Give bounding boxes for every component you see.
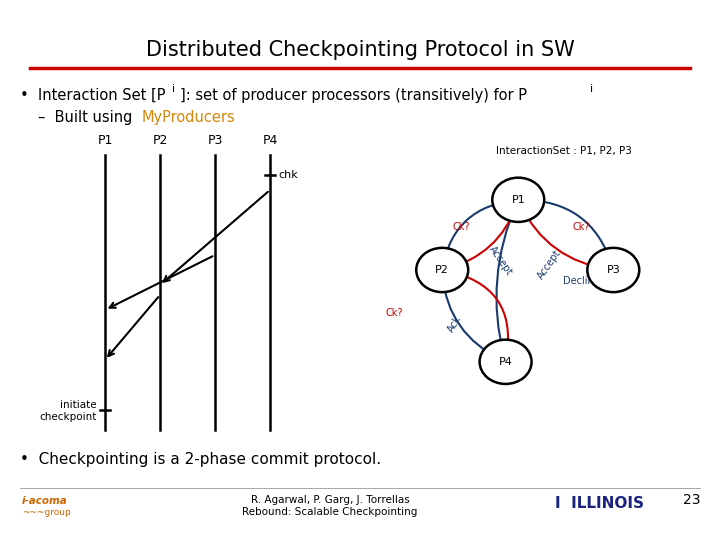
FancyArrowPatch shape [445, 205, 518, 269]
Text: InteractionSet : P1, P2, P3: InteractionSet : P1, P2, P3 [496, 146, 632, 156]
Text: MyProducers: MyProducers [142, 110, 235, 125]
Text: i-acoma: i-acoma [22, 496, 68, 506]
Text: Ck?: Ck? [573, 222, 590, 232]
Text: P3: P3 [207, 134, 222, 147]
Circle shape [588, 248, 639, 292]
Text: 23: 23 [683, 493, 700, 507]
Text: ~~~group: ~~~group [22, 508, 71, 517]
Text: P2: P2 [436, 265, 449, 275]
Text: R. Agarwal, P. Garg, J. Torrellas: R. Agarwal, P. Garg, J. Torrellas [251, 495, 410, 505]
Circle shape [492, 178, 544, 222]
Circle shape [416, 248, 468, 292]
Text: Accept: Accept [536, 248, 563, 281]
FancyArrowPatch shape [441, 200, 516, 265]
FancyArrowPatch shape [445, 271, 510, 357]
Text: initiate
checkpoint: initiate checkpoint [40, 400, 97, 422]
FancyArrowPatch shape [521, 200, 613, 265]
Text: Ack: Ack [446, 314, 464, 334]
Text: P1: P1 [97, 134, 113, 147]
Text: Ck?: Ck? [452, 222, 470, 232]
FancyArrowPatch shape [496, 202, 517, 357]
Text: •  Checkpointing is a 2-phase commit protocol.: • Checkpointing is a 2-phase commit prot… [20, 452, 381, 467]
Text: Distributed Checkpointing Protocol in SW: Distributed Checkpointing Protocol in SW [145, 40, 575, 60]
Text: Interaction Set [P: Interaction Set [P [38, 88, 166, 103]
Text: Decline: Decline [562, 276, 599, 286]
Text: P4: P4 [262, 134, 278, 147]
Text: ]: set of producer processors (transitively) for P: ]: set of producer processors (transitiv… [180, 88, 527, 103]
Text: P1: P1 [511, 195, 525, 205]
Text: i: i [172, 84, 175, 94]
Circle shape [480, 340, 531, 384]
Text: –  Built using: – Built using [38, 110, 137, 125]
Text: Accept: Accept [487, 244, 515, 278]
FancyArrowPatch shape [521, 205, 611, 269]
Text: P3: P3 [606, 265, 620, 275]
Text: •: • [20, 88, 29, 103]
Text: chk: chk [278, 170, 298, 180]
Text: I  ILLINOIS: I ILLINOIS [555, 496, 644, 511]
Text: P2: P2 [153, 134, 168, 147]
Text: P4: P4 [499, 357, 513, 367]
Text: Rebound: Scalable Checkpointing: Rebound: Scalable Checkpointing [243, 507, 418, 517]
FancyArrowPatch shape [441, 275, 503, 361]
Text: Ck?: Ck? [385, 308, 402, 318]
Text: i: i [590, 84, 593, 94]
